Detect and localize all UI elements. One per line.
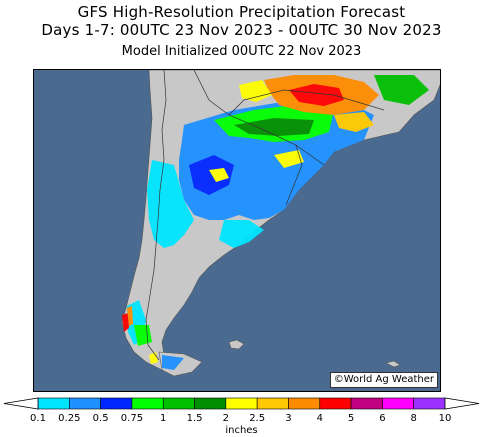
legend-tick-label: 3 [285, 413, 292, 424]
legend-cell [350, 397, 383, 410]
legend-tick-label: 5 [347, 413, 355, 424]
legend-tick-label: 4 [316, 413, 323, 424]
legend-arrow-left [3, 397, 39, 410]
legend-units: inches [225, 425, 258, 436]
legend-tick-label: 0.5 [92, 413, 109, 424]
legend-tick-label: 2.5 [249, 413, 266, 424]
legend-cell [256, 397, 289, 410]
legend-cell [131, 397, 164, 410]
legend-cell [382, 397, 414, 410]
legend-cell [319, 397, 352, 410]
legend-cell [288, 397, 321, 410]
legend-cell [69, 397, 101, 410]
legend-tick-label: 1 [160, 413, 167, 424]
legend-tick-label: 1.5 [186, 413, 203, 424]
legend-colorbar [3, 397, 480, 410]
map-title: GFS High-Resolution Precipitation Foreca… [77, 3, 406, 21]
legend-cell [225, 397, 258, 410]
precipitation-map: ©World Ag Weather [33, 69, 441, 392]
falkland-islands [228, 339, 245, 350]
legend-arrow-right [444, 397, 480, 410]
model-init-time: Model Initialized 00UTC 22 Nov 2023 [121, 44, 362, 59]
legend-cell [37, 397, 70, 410]
legend-tick-label: 0.25 [58, 413, 81, 424]
legend-tick-label: 0.75 [120, 413, 144, 424]
legend-cell [162, 397, 195, 410]
credit-label: ©World Ag Weather [329, 372, 438, 388]
legend-tick-label: 2 [222, 413, 230, 424]
country-borders [145, 70, 385, 361]
legend-cell [100, 397, 133, 410]
forecast-period: Days 1-7: 00UTC 23 Nov 2023 - 00UTC 30 N… [41, 21, 442, 39]
island-east [385, 360, 401, 368]
precip-overlay [122, 75, 429, 370]
legend-cell [413, 397, 446, 410]
legend-cell [194, 397, 227, 410]
legend-tick-label: 6 [379, 413, 386, 424]
legend-tick-label: 10 [438, 413, 452, 424]
legend-tick-label: 8 [410, 413, 417, 424]
map-canvas [121, 70, 440, 377]
legend-tick-label: 0.1 [30, 413, 46, 424]
